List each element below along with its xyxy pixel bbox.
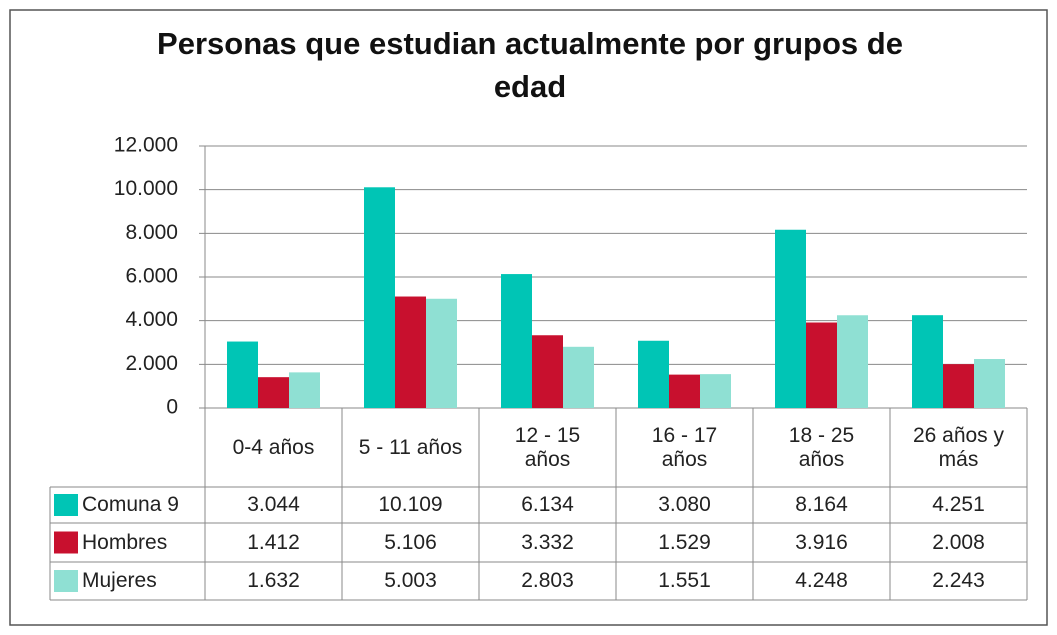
table-value: 4.248: [795, 569, 848, 592]
bar: [395, 296, 426, 408]
table-value: 1.632: [247, 569, 300, 592]
bar: [563, 346, 594, 408]
y-tick-label: 12.000: [114, 134, 178, 157]
bar: [258, 377, 289, 408]
y-tick-label: 10.000: [114, 177, 178, 200]
bar: [974, 359, 1005, 408]
bar: [426, 298, 457, 408]
legend-swatch: [54, 570, 78, 592]
bar: [638, 340, 669, 408]
table-value: 3.044: [247, 493, 300, 516]
bar: [289, 372, 320, 408]
legend-label: Comuna 9: [82, 493, 179, 516]
y-tick-label: 8.000: [125, 221, 178, 244]
table-value: 6.134: [521, 493, 574, 516]
table-value: 1.529: [658, 530, 711, 554]
table-value: 3.080: [658, 493, 711, 516]
table-value: 2.243: [932, 569, 985, 592]
bar: [227, 341, 258, 408]
y-tick-label: 2.000: [125, 352, 178, 375]
x-tick-label: 16 - 17 años: [651, 423, 718, 471]
table-value: 5.003: [384, 569, 437, 592]
x-tick-label: 26 años y más: [912, 423, 1005, 471]
table-value: 4.251: [932, 493, 985, 516]
x-tick-label: 0-4 años: [232, 435, 315, 459]
bar: [837, 315, 868, 408]
table-value: 3.916: [795, 530, 848, 554]
table-value: 2.008: [932, 530, 985, 554]
table-value: 2.803: [521, 569, 574, 592]
x-tick-label: 18 - 25 años: [788, 423, 855, 471]
legend-swatch: [54, 494, 78, 516]
y-tick-label: 6.000: [125, 265, 178, 288]
bar: [700, 374, 731, 408]
x-tick-label: 12 - 15 años: [514, 423, 581, 471]
table-value: 1.412: [247, 530, 300, 554]
bar: [669, 374, 700, 408]
table-value: 3.332: [521, 530, 574, 554]
x-tick-label: 5 - 11 años: [358, 435, 463, 459]
table-value: 10.109: [378, 493, 443, 516]
table-value: 1.551: [658, 569, 711, 592]
y-tick-label: 0: [166, 396, 178, 419]
bar: [501, 274, 532, 408]
bar: [912, 315, 943, 408]
chart-title: Personas que estudian actualmente por gr…: [157, 26, 903, 104]
table-value: 5.106: [384, 530, 437, 554]
legend-label: Hombres: [82, 530, 168, 554]
bar: [806, 322, 837, 408]
bar: [943, 364, 974, 408]
y-tick-label: 4.000: [125, 308, 178, 331]
legend-label: Mujeres: [82, 569, 157, 592]
legend-swatch: [54, 531, 78, 554]
bar: [775, 229, 806, 408]
table-value: 8.164: [795, 493, 848, 516]
bar: [532, 335, 563, 408]
bar: [364, 187, 395, 408]
